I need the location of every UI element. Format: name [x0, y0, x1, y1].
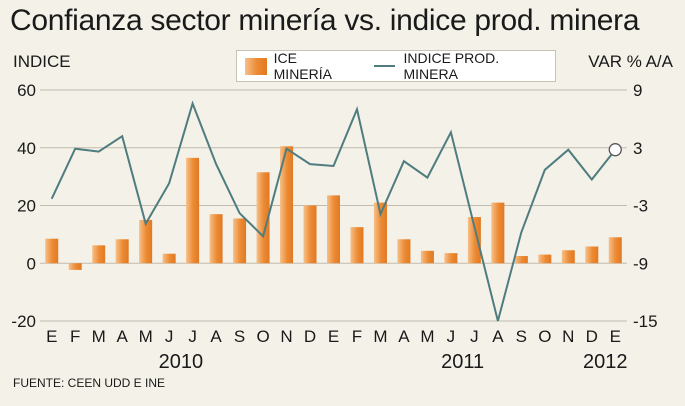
year-label: 2011: [441, 351, 484, 373]
bar: [209, 214, 223, 264]
bar: [327, 195, 340, 264]
month-tick-label: M: [139, 327, 153, 346]
month-tick-label: S: [234, 327, 245, 346]
month-tick-label: E: [610, 327, 621, 346]
month-tick-label: N: [562, 327, 574, 346]
month-tick-label: F: [352, 327, 362, 346]
bar: [256, 172, 270, 264]
month-tick-label: D: [304, 327, 316, 346]
month-tick-label: J: [447, 327, 456, 346]
legend-bar-swatch: [245, 57, 267, 75]
right-tick-label: -9: [633, 254, 648, 273]
left-tick-label: -20: [11, 312, 36, 331]
bar-series: [45, 146, 622, 270]
bar: [92, 245, 106, 264]
month-tick-label: A: [210, 327, 222, 346]
left-tick-label: 40: [17, 139, 36, 158]
right-axis-title: VAR % A/A: [588, 52, 673, 71]
month-tick-label: S: [516, 327, 527, 346]
left-tick-label: 60: [17, 81, 36, 100]
right-tick-label: -15: [633, 312, 658, 331]
last-point-marker: [608, 143, 622, 157]
month-tick-label: D: [586, 327, 598, 346]
month-tick-label: F: [70, 327, 80, 346]
bar: [608, 237, 622, 264]
month-tick-label: A: [117, 327, 129, 346]
month-tick-label: M: [92, 327, 106, 346]
bar: [303, 205, 317, 264]
bar: [491, 202, 505, 264]
month-tick-label: M: [373, 327, 387, 346]
bar: [186, 157, 200, 264]
left-tick-label: 0: [27, 254, 36, 273]
bar: [538, 254, 552, 264]
month-tick-label: E: [328, 327, 339, 346]
bar: [585, 246, 599, 264]
left-axis-title: INDICE: [13, 52, 71, 71]
line-series: [50, 100, 622, 322]
bar: [280, 146, 294, 264]
right-tick-label: -3: [633, 197, 648, 216]
bar: [467, 217, 481, 264]
month-tick-label: E: [46, 327, 57, 346]
chart-title: Confianza sector minería vs. indice prod…: [10, 4, 640, 37]
bar: [45, 238, 59, 264]
year-label: 2012: [583, 351, 628, 373]
bar: [162, 253, 176, 264]
legend-line-label: INDICE PROD. MINERA: [403, 50, 500, 82]
month-tick-label: J: [165, 327, 174, 346]
year-label: 2010: [159, 351, 204, 373]
right-tick-label: 9: [633, 81, 642, 100]
legend-bar-label: ICE MINERÍA: [273, 50, 332, 82]
left-tick-label: 20: [17, 197, 36, 216]
month-tick-label: O: [256, 327, 269, 346]
month-tick-label: J: [188, 327, 197, 346]
bar: [420, 250, 434, 264]
month-tick-label: A: [398, 327, 410, 346]
month-tick-label: A: [492, 327, 504, 346]
series-line: [50, 100, 617, 322]
bar: [68, 263, 82, 270]
legend: ICE MINERÍA INDICE PROD. MINERA: [236, 50, 556, 82]
month-tick-label: J: [470, 327, 479, 346]
legend-line-swatch: [373, 65, 396, 67]
bar: [397, 239, 411, 264]
source-note: FUENTE: CEEN UDD E INE: [13, 376, 166, 390]
month-tick-label: M: [420, 327, 434, 346]
bar: [444, 253, 458, 264]
bar: [514, 256, 528, 264]
bar: [350, 227, 364, 264]
right-tick-label: 3: [633, 139, 642, 158]
month-tick-label: O: [538, 327, 551, 346]
month-tick-label: N: [280, 327, 292, 346]
bar: [561, 250, 575, 264]
bar: [373, 202, 387, 264]
bar: [139, 219, 153, 264]
bar: [233, 218, 247, 264]
bar: [115, 239, 129, 264]
